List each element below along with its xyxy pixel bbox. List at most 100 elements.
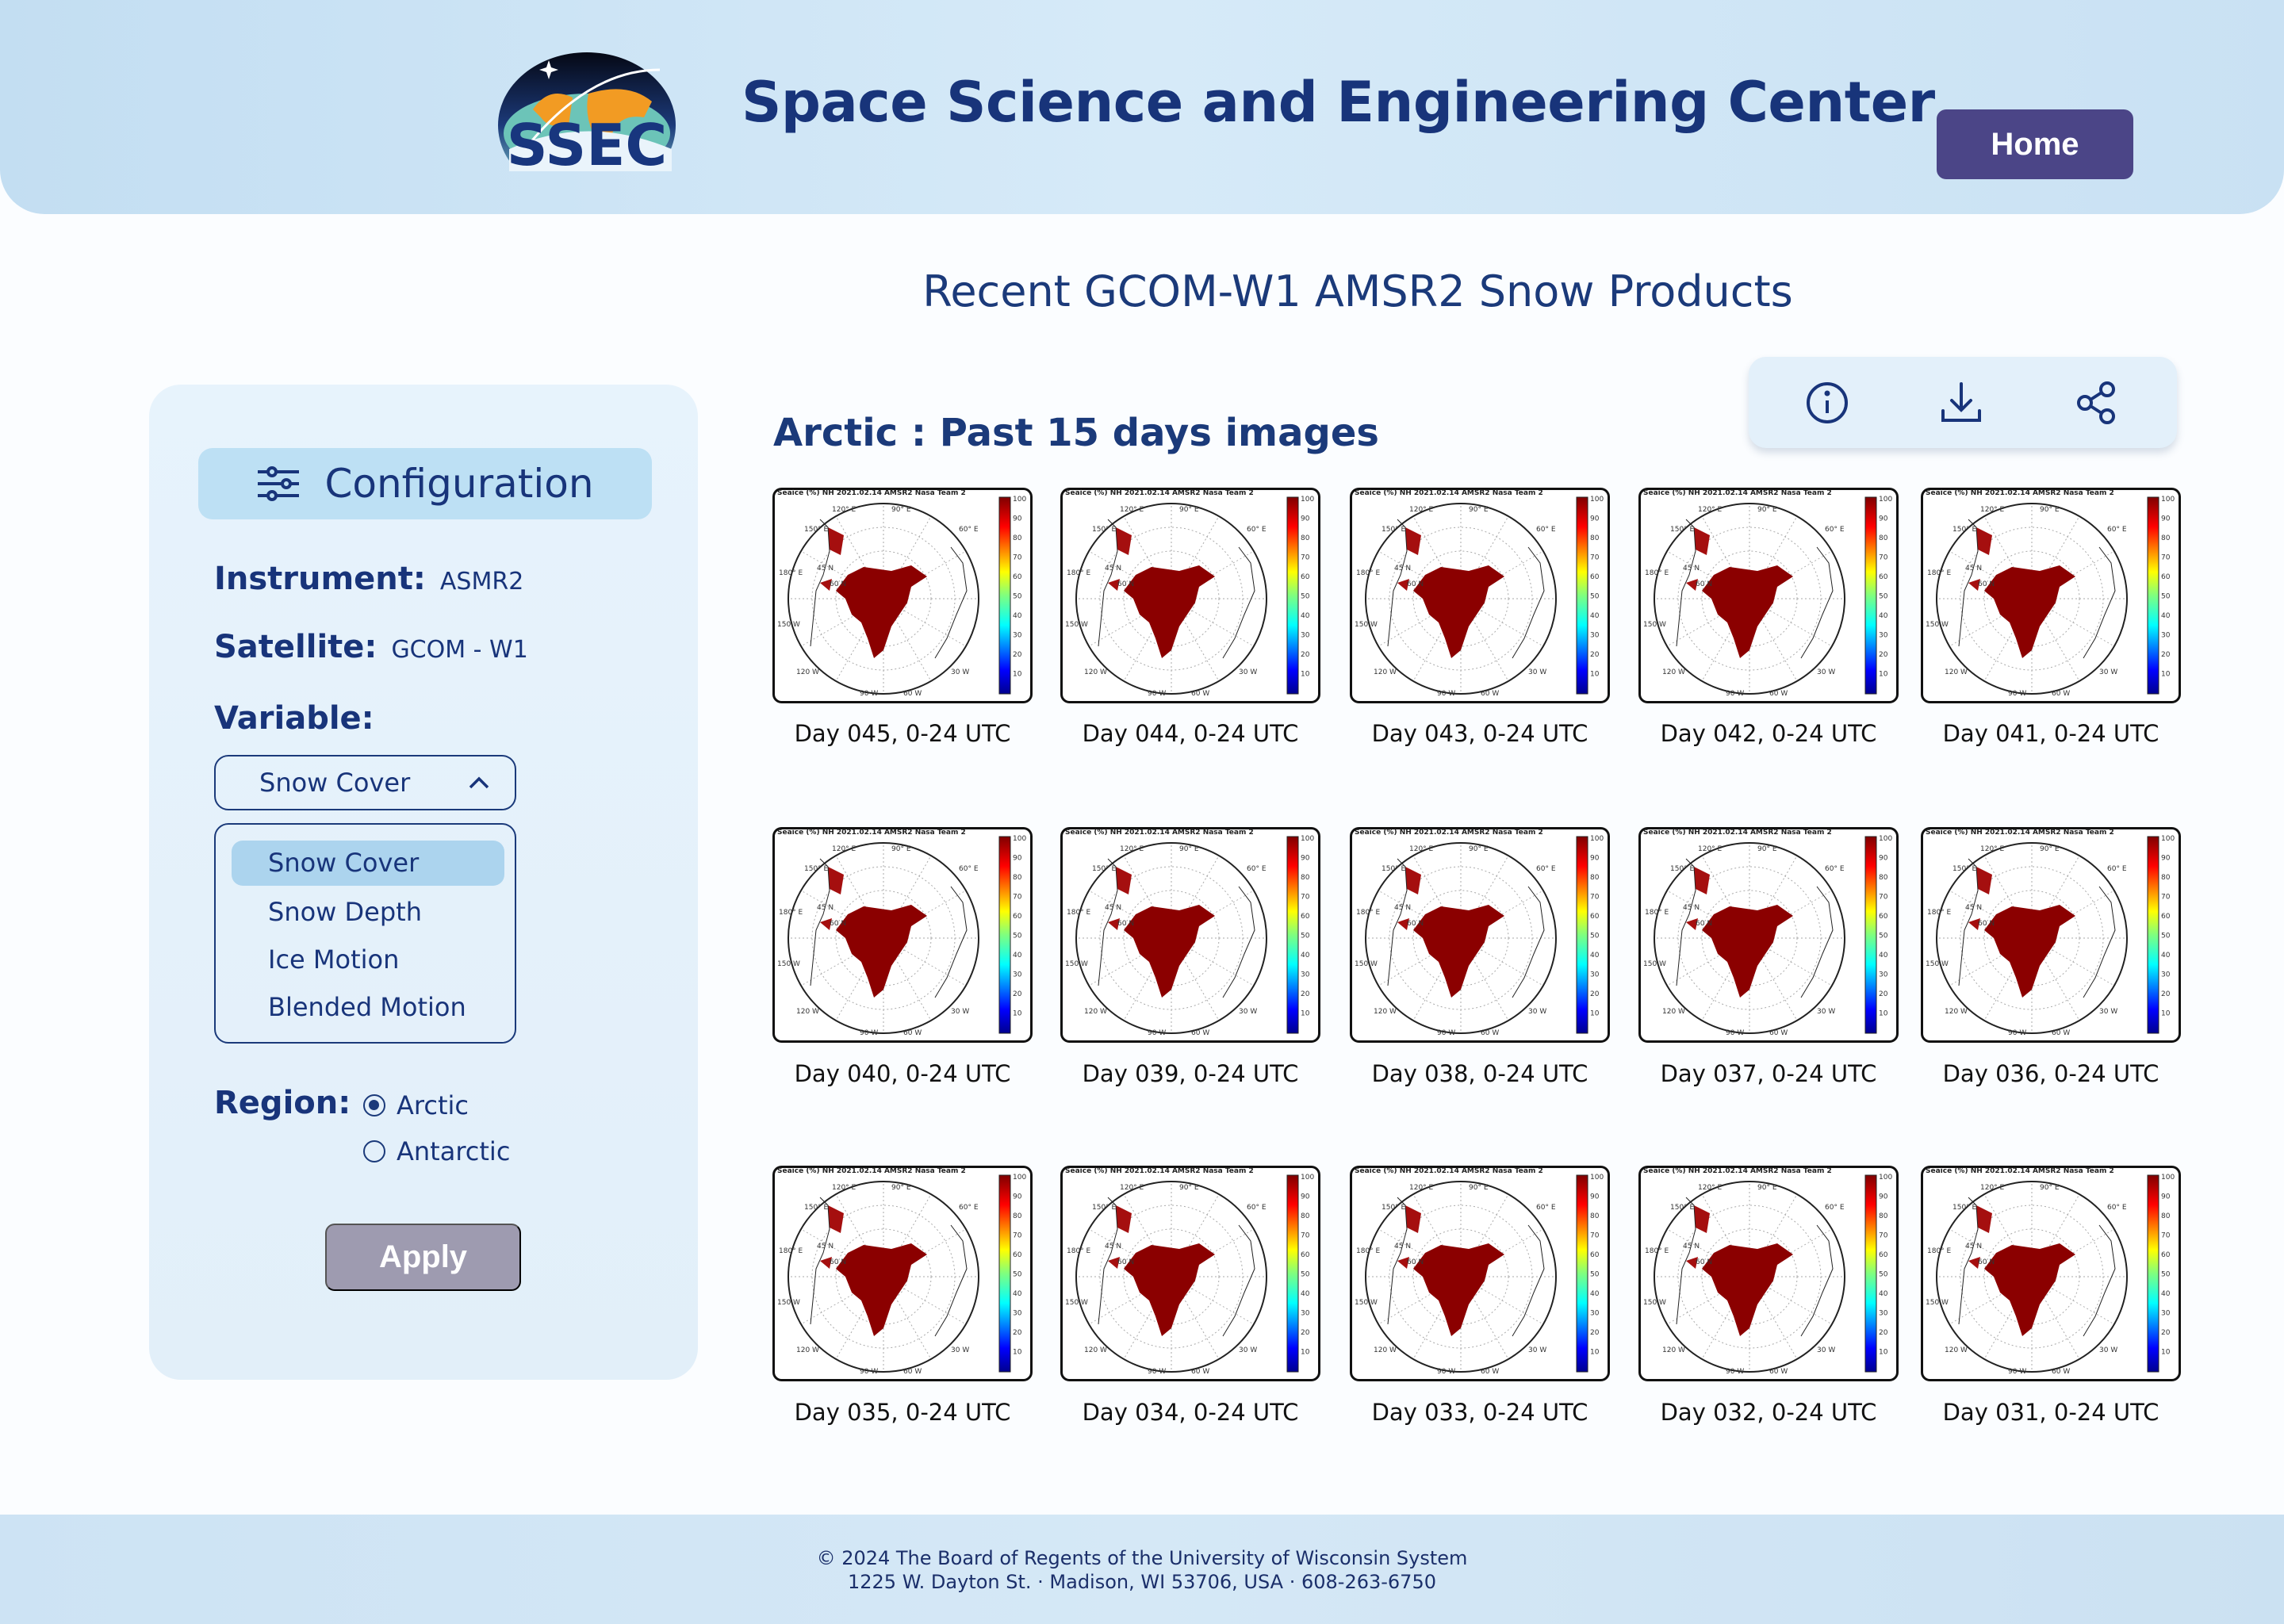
variable-dropdown[interactable]: Snow Cover <box>214 755 516 810</box>
thumbnail-title: Seaice (%) NH 2021.02.14 AMSR2 Nasa Team… <box>777 829 966 837</box>
sea-ice-extent <box>1124 905 1215 998</box>
colorbar-tick: 60 <box>2161 573 2171 581</box>
longitude-label: 150 W <box>1643 960 1666 968</box>
longitude-label: 120 W <box>1945 1008 1968 1016</box>
option-blended-motion[interactable]: Blended Motion <box>268 992 466 1022</box>
colorbar-tick: 70 <box>1590 894 1600 902</box>
image-caption: Day 037, 0-24 UTC <box>1660 1060 1877 1087</box>
sea-ice-map-thumbnail[interactable]: Seaice (%) NH 2021.02.14 AMSR2 Nasa Team… <box>1638 827 1899 1043</box>
colorbar-tick: 30 <box>1879 1310 1888 1318</box>
sea-ice-map-thumbnail[interactable]: Seaice (%) NH 2021.02.14 AMSR2 Nasa Team… <box>1060 1166 1320 1381</box>
longitude-label: 150 W <box>777 960 800 968</box>
apply-button[interactable]: Apply <box>325 1224 521 1291</box>
sea-ice-map-thumbnail[interactable]: Seaice (%) NH 2021.02.14 AMSR2 Nasa Team… <box>1350 1166 1610 1381</box>
sea-ice-map-thumbnail[interactable]: Seaice (%) NH 2021.02.14 AMSR2 Nasa Team… <box>1060 488 1320 703</box>
colorbar-tick: 10 <box>1590 671 1600 679</box>
sea-ice-map-thumbnail[interactable]: Seaice (%) NH 2021.02.14 AMSR2 Nasa Team… <box>1921 488 2181 703</box>
colorbar-tick: 60 <box>1013 573 1022 581</box>
sea-ice-map-thumbnail[interactable]: Seaice (%) NH 2021.02.14 AMSR2 Nasa Team… <box>1638 1166 1899 1381</box>
sea-ice-map-thumbnail[interactable]: Seaice (%) NH 2021.02.14 AMSR2 Nasa Team… <box>1350 488 1610 703</box>
sea-ice-map-thumbnail[interactable]: Seaice (%) NH 2021.02.14 AMSR2 Nasa Team… <box>772 488 1033 703</box>
colorbar-tick: 40 <box>1879 612 1888 620</box>
colorbar-tick: 10 <box>1301 671 1310 679</box>
image-caption: Day 031, 0-24 UTC <box>1942 1399 2159 1426</box>
latitude-label: 60 N <box>1978 580 1995 588</box>
sea-ice-map-thumbnail[interactable]: Seaice (%) NH 2021.02.14 AMSR2 Nasa Team… <box>1921 1166 2181 1381</box>
colorbar <box>1864 836 1877 1034</box>
longitude-label: 150° E <box>1382 865 1406 873</box>
sea-ice-extent <box>1984 1243 2075 1336</box>
colorbar-tick: 100 <box>1301 835 1314 843</box>
longitude-label: 30 W <box>951 668 969 676</box>
longitude-label: 60 W <box>1191 1029 1209 1037</box>
colorbar-tick: 40 <box>1013 952 1022 959</box>
download-icon[interactable] <box>1939 381 1983 425</box>
colorbar-tick: 100 <box>1301 496 1314 504</box>
longitude-label: 60 W <box>1769 1029 1788 1037</box>
longitude-label: 150° E <box>1670 1204 1695 1212</box>
longitude-label: 150 W <box>1926 960 1949 968</box>
option-snow-depth[interactable]: Snow Depth <box>268 897 422 927</box>
longitude-label: 60° E <box>1825 1204 1845 1212</box>
longitude-label: 60° E <box>959 526 979 534</box>
longitude-label: 120 W <box>1084 1008 1107 1016</box>
colorbar-tick: 90 <box>1013 515 1022 523</box>
latitude-label: 45 N <box>1683 565 1700 573</box>
longitude-label: 60 W <box>2052 690 2070 698</box>
colorbar-tick: 70 <box>1301 1232 1310 1240</box>
colorbar-tick: 70 <box>2161 894 2171 902</box>
longitude-label: 180° E <box>779 1247 803 1255</box>
ssec-logo[interactable]: SSEC <box>493 38 680 171</box>
longitude-label: 150° E <box>1953 526 1977 534</box>
colorbar-tick: 80 <box>1879 534 1888 542</box>
sea-ice-map-thumbnail[interactable]: Seaice (%) NH 2021.02.14 AMSR2 Nasa Team… <box>1921 827 2181 1043</box>
sea-ice-map-thumbnail[interactable]: Seaice (%) NH 2021.02.14 AMSR2 Nasa Team… <box>1350 827 1610 1043</box>
longitude-label: 120° E <box>1409 1184 1434 1192</box>
colorbar-tick: 30 <box>1013 1310 1022 1318</box>
longitude-label: 120° E <box>1698 506 1723 514</box>
sea-ice-map-thumbnail[interactable]: Seaice (%) NH 2021.02.14 AMSR2 Nasa Team… <box>772 1166 1033 1381</box>
option-ice-motion[interactable]: Ice Motion <box>268 944 400 975</box>
colorbar-tick: 40 <box>1013 612 1022 620</box>
sea-ice-map-thumbnail[interactable]: Seaice (%) NH 2021.02.14 AMSR2 Nasa Team… <box>1638 488 1899 703</box>
colorbar-tick: 50 <box>2161 1271 2171 1279</box>
footer-copyright: © 2024 The Board of Regents of the Unive… <box>816 1547 1468 1569</box>
share-icon[interactable] <box>2074 381 2118 425</box>
colorbar-tick: 90 <box>1879 855 1888 863</box>
longitude-label: 150 W <box>777 621 800 629</box>
longitude-label: 120° E <box>832 845 856 853</box>
colorbar-tick: 80 <box>1301 1212 1310 1220</box>
colorbar-tick: 90 <box>2161 855 2171 863</box>
colorbar-tick: 20 <box>1879 1329 1888 1337</box>
colorbar-tick: 50 <box>1879 1271 1888 1279</box>
info-icon[interactable] <box>1805 381 1849 425</box>
colorbar-tick: 10 <box>1301 1010 1310 1018</box>
latitude-label: 45 N <box>1965 1243 1982 1251</box>
longitude-label: 90 W <box>1437 1368 1455 1376</box>
latitude-label: 45 N <box>1105 565 1121 573</box>
thumbnail-title: Seaice (%) NH 2021.02.14 AMSR2 Nasa Team… <box>1065 829 1254 837</box>
home-button[interactable]: Home <box>1937 109 2133 179</box>
longitude-label: 90° E <box>1757 1184 1777 1192</box>
sea-ice-extent <box>836 905 927 998</box>
colorbar <box>998 1174 1011 1373</box>
radio-arctic[interactable]: Arctic <box>363 1090 469 1120</box>
colorbar-tick: 90 <box>1879 1193 1888 1201</box>
region-label: Region: <box>214 1085 351 1121</box>
colorbar-tick: 80 <box>1013 534 1022 542</box>
option-snow-cover[interactable]: Snow Cover <box>232 841 504 886</box>
colorbar-tick: 80 <box>1013 874 1022 882</box>
longitude-label: 60° E <box>1247 1204 1267 1212</box>
colorbar-tick: 90 <box>2161 515 2171 523</box>
colorbar-tick: 90 <box>2161 1193 2171 1201</box>
image-caption: Day 033, 0-24 UTC <box>1371 1399 1588 1426</box>
latitude-label: 45 N <box>817 1243 834 1251</box>
colorbar-tick: 20 <box>1013 990 1022 998</box>
radio-antarctic[interactable]: Antarctic <box>363 1136 510 1166</box>
longitude-label: 30 W <box>1239 1008 1257 1016</box>
colorbar-tick: 70 <box>1879 1232 1888 1240</box>
longitude-label: 90 W <box>860 690 878 698</box>
section-title: Arctic : Past 15 days images <box>773 411 1379 455</box>
sea-ice-map-thumbnail[interactable]: Seaice (%) NH 2021.02.14 AMSR2 Nasa Team… <box>1060 827 1320 1043</box>
sea-ice-map-thumbnail[interactable]: Seaice (%) NH 2021.02.14 AMSR2 Nasa Team… <box>772 827 1033 1043</box>
